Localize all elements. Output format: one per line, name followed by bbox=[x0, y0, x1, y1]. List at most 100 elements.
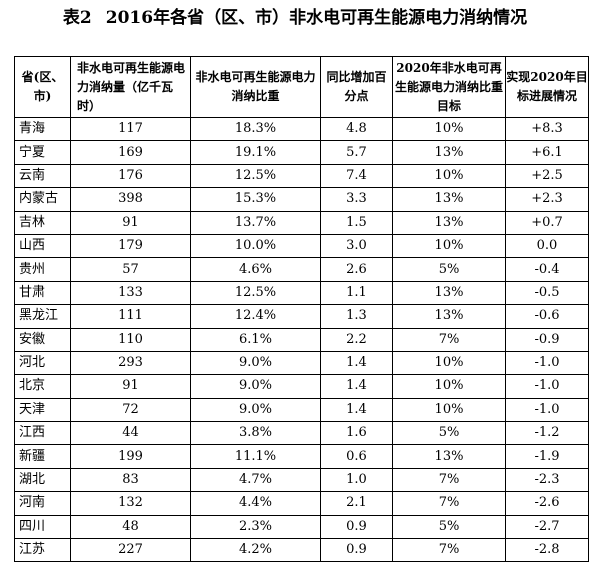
province-cell: 湖北 bbox=[14, 467, 71, 493]
share-cell: 11.1% bbox=[190, 444, 321, 469]
province-cell: 甘肃 bbox=[14, 280, 71, 306]
amount-cell: 48 bbox=[70, 514, 191, 540]
amount-cell: 133 bbox=[70, 280, 191, 306]
province-cell: 青海 bbox=[14, 116, 71, 142]
target-cell: 10% bbox=[392, 163, 506, 189]
progress-cell: -1.0 bbox=[505, 397, 589, 423]
share-cell: 9.0% bbox=[190, 397, 321, 423]
table-row: 河南 132 4.4% 2.1 7% -2.6 bbox=[14, 491, 589, 516]
progress-cell: -0.6 bbox=[505, 304, 589, 329]
amount-cell: 110 bbox=[70, 327, 191, 352]
share-cell: 12.4% bbox=[190, 304, 321, 329]
target-cell: 10% bbox=[392, 350, 506, 376]
table-number: 表2 bbox=[62, 8, 92, 28]
yoy-cell: 0.6 bbox=[320, 444, 393, 469]
province-cell: 新疆 bbox=[14, 444, 71, 469]
amount-cell: 227 bbox=[70, 538, 191, 563]
share-cell: 10.0% bbox=[190, 233, 321, 259]
header-row: 省(区、市) 非水电可再生能源电力消纳量（亿千瓦时） 非水电可再生能源电力消纳比… bbox=[14, 56, 589, 118]
target-cell: 13% bbox=[392, 187, 506, 212]
amount-cell: 57 bbox=[70, 257, 191, 282]
amount-cell: 111 bbox=[70, 304, 191, 329]
province-cell: 安徽 bbox=[14, 327, 71, 352]
amount-cell: 44 bbox=[70, 421, 191, 446]
province-cell: 天津 bbox=[14, 397, 71, 423]
amount-cell: 176 bbox=[70, 163, 191, 189]
yoy-cell: 0.9 bbox=[320, 538, 393, 563]
province-cell: 江西 bbox=[14, 421, 71, 446]
share-cell: 3.8% bbox=[190, 421, 321, 446]
progress-cell: -1.2 bbox=[505, 421, 589, 446]
table-row: 四川 48 2.3% 0.9 5% -2.7 bbox=[14, 514, 589, 540]
table-row: 天津 72 9.0% 1.4 10% -1.0 bbox=[14, 397, 589, 423]
province-cell: 云南 bbox=[14, 163, 71, 189]
yoy-cell: 5.7 bbox=[320, 140, 393, 165]
target-cell: 13% bbox=[392, 280, 506, 306]
table-row: 安徽 110 6.1% 2.2 7% -0.9 bbox=[14, 327, 589, 352]
table-row: 北京 91 9.0% 1.4 10% -1.0 bbox=[14, 374, 589, 399]
share-cell: 4.4% bbox=[190, 491, 321, 516]
share-cell: 4.7% bbox=[190, 467, 321, 493]
target-cell: 7% bbox=[392, 327, 506, 352]
target-cell: 7% bbox=[392, 538, 506, 563]
yoy-cell: 1.3 bbox=[320, 304, 393, 329]
yoy-cell: 2.6 bbox=[320, 257, 393, 282]
progress-cell: -0.4 bbox=[505, 257, 589, 282]
target-cell: 5% bbox=[392, 514, 506, 540]
table-row: 新疆 199 11.1% 0.6 13% -1.9 bbox=[14, 444, 589, 469]
table-body: 青海 117 18.3% 4.8 10% +8.3 宁夏 169 19.1% 5.7 13% +6.1… bbox=[14, 116, 589, 563]
share-cell: 15.3% bbox=[190, 187, 321, 212]
share-cell: 19.1% bbox=[190, 140, 321, 165]
yoy-cell: 1.4 bbox=[320, 350, 393, 376]
header-target-progress: 实现2020年目标进展情况 bbox=[505, 56, 589, 118]
target-cell: 5% bbox=[392, 421, 506, 446]
amount-cell: 91 bbox=[70, 210, 191, 235]
table-row: 吉林 91 13.7% 1.5 13% +0.7 bbox=[14, 210, 589, 235]
progress-cell: +6.1 bbox=[505, 140, 589, 165]
progress-cell: -0.9 bbox=[505, 327, 589, 352]
yoy-cell: 1.1 bbox=[320, 280, 393, 306]
target-cell: 7% bbox=[392, 491, 506, 516]
target-cell: 10% bbox=[392, 397, 506, 423]
progress-cell: -2.6 bbox=[505, 491, 589, 516]
table-row: 湖北 83 4.7% 1.0 7% -2.3 bbox=[14, 467, 589, 493]
province-cell: 内蒙古 bbox=[14, 187, 71, 212]
share-cell: 6.1% bbox=[190, 327, 321, 352]
share-cell: 2.3% bbox=[190, 514, 321, 540]
progress-cell: -2.3 bbox=[505, 467, 589, 493]
province-cell: 北京 bbox=[14, 374, 71, 399]
table-row: 云南 176 12.5% 7.4 10% +2.5 bbox=[14, 163, 589, 189]
table-row: 河北 293 9.0% 1.4 10% -1.0 bbox=[14, 350, 589, 376]
table-row: 江苏 227 4.2% 0.9 7% -2.8 bbox=[14, 538, 589, 563]
progress-cell: +2.3 bbox=[505, 187, 589, 212]
table-row: 宁夏 169 19.1% 5.7 13% +6.1 bbox=[14, 140, 589, 165]
province-cell: 宁夏 bbox=[14, 140, 71, 165]
amount-cell: 293 bbox=[70, 350, 191, 376]
consumption-table: 省(区、市) 非水电可再生能源电力消纳量（亿千瓦时） 非水电可再生能源电力消纳比… bbox=[14, 56, 589, 563]
target-cell: 10% bbox=[392, 233, 506, 259]
target-cell: 5% bbox=[392, 257, 506, 282]
share-cell: 13.7% bbox=[190, 210, 321, 235]
yoy-cell: 1.0 bbox=[320, 467, 393, 493]
progress-cell: -1.9 bbox=[505, 444, 589, 469]
amount-cell: 179 bbox=[70, 233, 191, 259]
progress-cell: +0.7 bbox=[505, 210, 589, 235]
table-row: 内蒙古 398 15.3% 3.3 13% +2.3 bbox=[14, 187, 589, 212]
table-caption: 2016年各省（区、市）非水电可再生能源电力消纳情况 bbox=[105, 8, 528, 28]
share-cell: 12.5% bbox=[190, 280, 321, 306]
province-cell: 贵州 bbox=[14, 257, 71, 282]
table-row: 青海 117 18.3% 4.8 10% +8.3 bbox=[14, 116, 589, 142]
table-row: 贵州 57 4.6% 2.6 5% -0.4 bbox=[14, 257, 589, 282]
progress-cell: -2.7 bbox=[505, 514, 589, 540]
amount-cell: 83 bbox=[70, 467, 191, 493]
target-cell: 10% bbox=[392, 374, 506, 399]
target-cell: 13% bbox=[392, 444, 506, 469]
province-cell: 吉林 bbox=[14, 210, 71, 235]
amount-cell: 199 bbox=[70, 444, 191, 469]
progress-cell: +8.3 bbox=[505, 116, 589, 142]
amount-cell: 117 bbox=[70, 116, 191, 142]
yoy-cell: 4.8 bbox=[320, 116, 393, 142]
yoy-cell: 2.1 bbox=[320, 491, 393, 516]
province-cell: 河南 bbox=[14, 491, 71, 516]
target-cell: 13% bbox=[392, 304, 506, 329]
